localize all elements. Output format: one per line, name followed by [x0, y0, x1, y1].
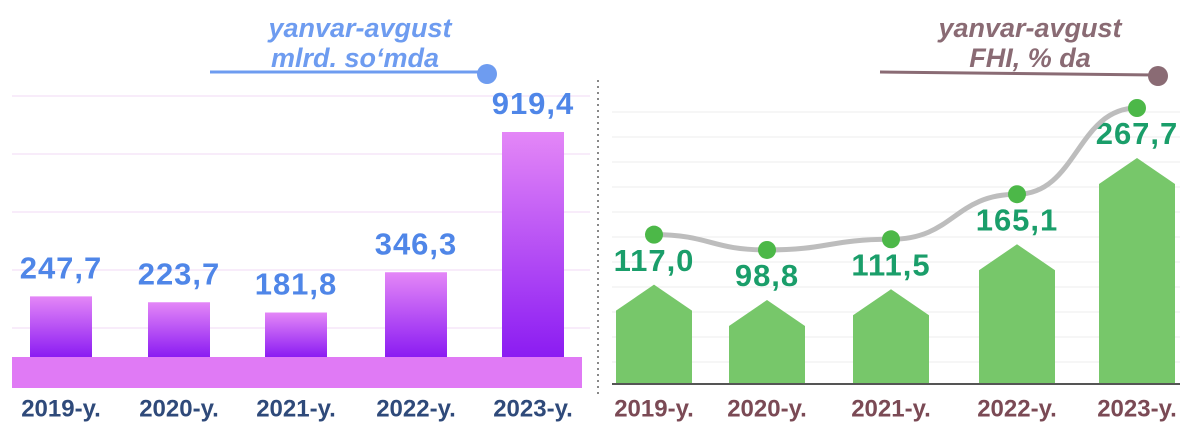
bar — [729, 299, 805, 383]
base-band — [12, 357, 582, 388]
bar — [1099, 158, 1175, 383]
bar — [979, 244, 1055, 383]
x-tick-label: 2019-y. — [21, 395, 101, 422]
trend-dot — [1128, 99, 1146, 117]
bar — [853, 289, 929, 383]
x-tick-label: 2019-y. — [614, 395, 694, 422]
x-tick-label: 2020-y. — [727, 395, 807, 422]
x-tick-label: 2023-y. — [1097, 395, 1177, 422]
bar — [502, 132, 564, 357]
bar — [265, 312, 327, 357]
value-label: 346,3 — [375, 226, 458, 261]
x-tick-label: 2020-y. — [139, 395, 219, 422]
value-label: 181,8 — [255, 267, 338, 302]
chart-title: yanvar-avgust — [936, 13, 1122, 43]
title-dot — [1148, 66, 1168, 86]
chart-subtitle: FHI, % da — [969, 43, 1091, 73]
x-tick-label: 2022-y. — [376, 395, 456, 422]
trend-line — [653, 105, 1138, 253]
title-dot — [477, 64, 497, 84]
value-label: 919,4 — [492, 86, 575, 121]
bar — [148, 302, 210, 357]
bar — [30, 296, 92, 357]
value-label: 165,1 — [976, 202, 1059, 237]
value-label: 247,7 — [20, 251, 103, 286]
trend-dot — [882, 230, 900, 249]
x-tick-label: 2021-y. — [851, 395, 931, 422]
chart-subtitle: mlrd. so‘mda — [271, 43, 439, 73]
title-rule — [879, 70, 1159, 77]
value-label: 117,0 — [614, 243, 695, 278]
x-tick-label: 2021-y. — [256, 395, 336, 422]
x-tick-label: 2022-y. — [977, 395, 1057, 422]
chart-title: yanvar-avgust — [266, 13, 452, 43]
bar — [616, 284, 692, 383]
trend-dot — [645, 225, 663, 244]
trend-dot — [758, 240, 776, 259]
x-tick-label: 2023-y. — [493, 395, 573, 422]
trend-dot — [1008, 185, 1026, 204]
value-label: 98,8 — [735, 258, 799, 293]
value-label: 267,7 — [1096, 116, 1179, 151]
value-label: 223,7 — [138, 256, 221, 291]
value-label: 111,5 — [851, 247, 930, 282]
bar — [385, 272, 447, 357]
